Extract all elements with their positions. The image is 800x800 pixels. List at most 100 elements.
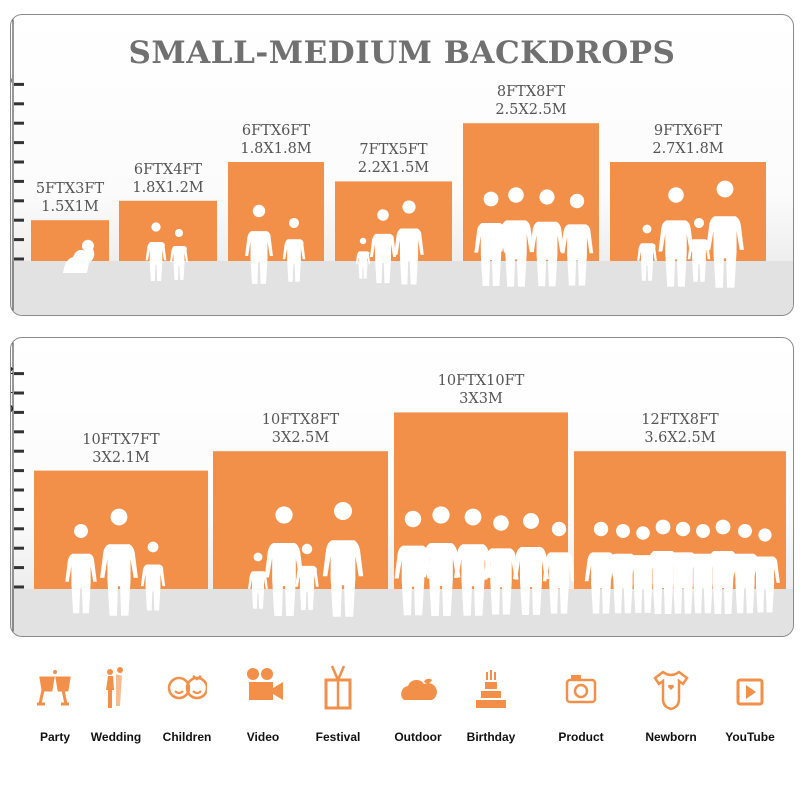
person-silhouette	[474, 191, 508, 286]
person-silhouette	[369, 209, 397, 284]
backdrop-size-label: 12FTX8FT 3.6X2.5M	[641, 411, 718, 447]
axis-tick	[14, 372, 24, 376]
size-chart	[11, 338, 793, 636]
size-meters: 2.7X1.8M	[652, 141, 724, 157]
people-group	[248, 502, 364, 617]
category-label: Video	[246, 730, 280, 744]
person-silhouette	[421, 506, 461, 617]
person-silhouette	[454, 508, 492, 616]
people-group	[584, 519, 780, 614]
medium-backdrops-panel: 12345678910111210FTX7FT3X2.1M10FTX8FT3X2…	[10, 337, 794, 637]
backdrop-size-label: 8FTX8FT 2.5X2.5M	[495, 83, 566, 119]
axis-tick	[14, 507, 24, 511]
size-meters: 1.5X1M	[41, 199, 99, 216]
person-silhouette	[658, 187, 694, 287]
person-silhouette	[542, 521, 576, 614]
backdrop-size-box	[31, 220, 109, 261]
play-button-icon	[736, 678, 764, 706]
category-youtube: YouTube	[715, 664, 785, 744]
size-feet: 12FTX8FT	[641, 412, 719, 429]
backdrop-size-label: 7FTX5FT 2.2X1.5M	[358, 141, 429, 177]
category-label: Children	[162, 730, 212, 744]
person-silhouette	[584, 521, 618, 614]
category-label: Birthday	[466, 730, 516, 744]
person-silhouette	[687, 524, 719, 614]
baby-onesie-icon	[653, 670, 689, 711]
person-silhouette	[529, 189, 565, 287]
axis-tick	[14, 199, 24, 203]
size-chart	[11, 15, 793, 315]
people-group	[637, 180, 744, 288]
person-silhouette	[706, 519, 740, 614]
category-label: YouTube	[725, 730, 775, 744]
size-feet: 5FTX3FT	[35, 181, 105, 198]
axis-tick	[14, 546, 24, 550]
axis-tick	[14, 82, 24, 86]
size-feet: 10FTX10FT	[437, 373, 525, 390]
person-silhouette	[65, 524, 97, 614]
children-faces-icon	[167, 675, 207, 700]
category-label: Product	[558, 730, 604, 744]
person-silhouette	[637, 224, 657, 281]
video-camera-icon	[247, 668, 283, 700]
person-silhouette	[355, 237, 371, 279]
size-feet: 9FTX6FT	[653, 123, 723, 139]
person-silhouette	[483, 515, 519, 615]
person-silhouette	[560, 193, 594, 286]
axis-tick	[14, 121, 24, 125]
size-meters: 1.8X1.2M	[132, 179, 204, 196]
category-birthday: Birthday	[456, 664, 526, 744]
category-label: Outdoor	[394, 730, 442, 744]
person-silhouette	[140, 541, 166, 611]
axis-tick	[14, 488, 24, 492]
size-feet: 6FTX6FT	[241, 123, 311, 139]
person-silhouette	[513, 513, 549, 615]
cloud-icon	[401, 678, 437, 700]
axis-tick	[14, 566, 24, 570]
axis-tick	[14, 179, 24, 183]
category-video: Video	[228, 664, 298, 744]
axis-tick	[14, 141, 24, 145]
gift-box-icon	[324, 665, 352, 710]
person-silhouette	[687, 218, 711, 282]
axis-tick	[14, 430, 24, 434]
category-label: Newborn	[645, 730, 697, 744]
backdrop-size-label: 10FTX7FT 3X2.1M	[82, 431, 159, 467]
category-label: Festival	[315, 730, 361, 744]
backdrop-size-label: 10FTX10FT 3X3M	[438, 372, 525, 408]
size-feet: 7FTX5FT	[359, 142, 428, 159]
person-silhouette	[750, 528, 780, 613]
size-feet: 8FTX8FT	[496, 84, 566, 101]
people-group	[145, 222, 188, 282]
person-silhouette	[498, 187, 534, 287]
backdrop-size-label: 5FTX3FT 1.5X1M	[36, 180, 104, 216]
axis-tick	[14, 449, 24, 453]
category-product: Product	[546, 664, 616, 744]
size-meters: 1.8X1.8M	[240, 141, 312, 157]
category-newborn: Newborn	[636, 664, 706, 744]
person-silhouette	[170, 229, 188, 280]
size-feet: 10FTX7FT	[82, 431, 160, 448]
person-silhouette	[394, 200, 424, 285]
size-meters: 3X2.1M	[92, 449, 150, 466]
size-meters: 3.6X2.5M	[644, 430, 716, 447]
axis-tick	[14, 527, 24, 531]
camera-icon	[565, 675, 597, 704]
category-label: Party	[39, 730, 71, 744]
category-party: Party	[20, 664, 90, 744]
person-silhouette	[607, 524, 639, 614]
axis-tick	[14, 469, 24, 473]
person-silhouette	[63, 239, 95, 273]
birthday-cake-icon	[476, 670, 506, 708]
axis-tick	[14, 585, 24, 589]
backdrop-size-box	[228, 162, 324, 261]
person-silhouette	[245, 204, 273, 284]
category-label: Wedding	[90, 730, 142, 744]
axis-tick	[14, 257, 24, 261]
people-group	[245, 204, 306, 284]
axis-tick-label: 10	[11, 76, 12, 87]
small-backdrops-panel: SMALL-MEDIUM BACKDROPS 123456789105FTX3F…	[10, 14, 794, 316]
size-meters: 2.2X1.5M	[357, 160, 430, 177]
person-silhouette	[394, 510, 432, 616]
category-children: Children	[152, 664, 222, 744]
